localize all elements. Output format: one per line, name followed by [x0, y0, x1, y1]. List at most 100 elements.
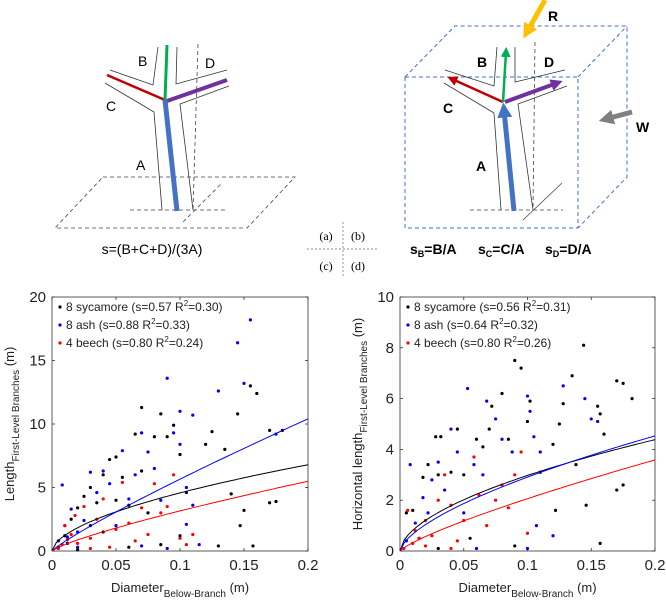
cube [404, 25, 628, 229]
data-point [474, 437, 479, 441]
data-point [449, 427, 453, 431]
data-point [165, 546, 169, 551]
segment-b [163, 44, 169, 101]
data-point [455, 539, 459, 543]
data-point [108, 457, 112, 462]
data-point [602, 432, 606, 436]
data-point [426, 463, 430, 467]
data-point [178, 452, 182, 457]
data-point [172, 431, 176, 435]
data-point [82, 518, 86, 523]
panel-label-b: (b) [351, 229, 365, 243]
data-point [528, 399, 532, 403]
y-tick-label: 0 [38, 543, 46, 560]
label-r: R [548, 8, 558, 24]
data-point [570, 374, 574, 378]
data-point [184, 543, 188, 547]
data-point [69, 517, 73, 521]
data-point [140, 544, 144, 548]
data-point [485, 399, 489, 403]
legend-entry: 8 ash (s=0.88 R2=0.33) [66, 317, 190, 332]
legend-marker [58, 323, 62, 327]
data-point [436, 498, 440, 502]
plot-area [399, 296, 656, 552]
data-point [140, 405, 144, 410]
data-point [443, 488, 447, 492]
data-point [127, 497, 131, 501]
y-tick-label: 2 [386, 492, 394, 509]
data-point [65, 535, 69, 539]
data-point [481, 473, 485, 477]
data-point [404, 511, 408, 515]
data-point [172, 423, 176, 427]
data-point [436, 460, 440, 464]
data-point [95, 501, 99, 505]
data-point [596, 404, 600, 408]
data-point [152, 482, 156, 486]
plot-area [51, 296, 309, 552]
segment-d [166, 78, 228, 103]
legend-marker [58, 341, 62, 345]
data-point [494, 498, 498, 502]
legend-marker [406, 323, 410, 327]
svg-text:sC=C/A: sC=C/A [478, 241, 525, 259]
data-point [146, 511, 150, 515]
data-point [165, 435, 169, 439]
data-point [146, 450, 150, 454]
data-point [500, 437, 504, 441]
data-point [152, 435, 156, 439]
data-point [120, 449, 124, 453]
segment-a [162, 99, 180, 212]
segment-c [106, 73, 166, 102]
y-tick-label: 10 [377, 289, 394, 306]
data-point [561, 384, 565, 388]
data-point [238, 524, 242, 528]
data-point [191, 413, 195, 417]
x-tick-label: 0.05 [101, 557, 130, 574]
data-point [140, 469, 144, 473]
x-tick-label: 0.2 [298, 557, 319, 574]
data-point [165, 376, 169, 380]
data-point [140, 506, 144, 510]
data-point [242, 381, 246, 385]
legend-entry: 8 ash (s=0.64 R2=0.32) [414, 317, 538, 332]
data-point [455, 427, 459, 431]
data-point [76, 545, 80, 549]
data-point [525, 419, 530, 424]
data-point [534, 524, 539, 528]
data-point [146, 532, 150, 537]
data-point [462, 511, 466, 515]
x-axis-label: DiameterBelow-Branch (m) [458, 580, 596, 600]
data-point [532, 435, 536, 439]
data-point [178, 442, 182, 446]
x-tick-label: 0 [396, 557, 404, 574]
data-point [513, 473, 517, 477]
data-point [408, 463, 412, 467]
data-point [172, 473, 176, 477]
data-point [178, 536, 182, 540]
label-b: B [477, 54, 487, 70]
y-tick-label: 20 [29, 289, 46, 306]
data-point [506, 437, 510, 441]
arrow-d [504, 79, 563, 104]
x-tick-label: 0.15 [577, 557, 606, 574]
data-point [525, 546, 530, 551]
data-point [538, 450, 542, 454]
data-point [223, 447, 227, 451]
data-point [114, 498, 118, 502]
data-point [553, 508, 558, 512]
y-tick-label: 10 [29, 416, 46, 433]
data-point [210, 430, 214, 434]
y-tick-label: 6 [386, 391, 394, 408]
data-point [551, 534, 555, 538]
data-point [481, 445, 485, 449]
data-point [76, 541, 80, 545]
data-point [474, 546, 479, 551]
legend-entry: 8 sycamore (s=0.56 R2=0.31) [414, 299, 571, 314]
data-point [95, 490, 99, 495]
data-point [455, 450, 459, 454]
data-point [108, 545, 112, 549]
fit-line [399, 435, 656, 552]
data-point [413, 521, 417, 525]
data-point [443, 473, 447, 477]
